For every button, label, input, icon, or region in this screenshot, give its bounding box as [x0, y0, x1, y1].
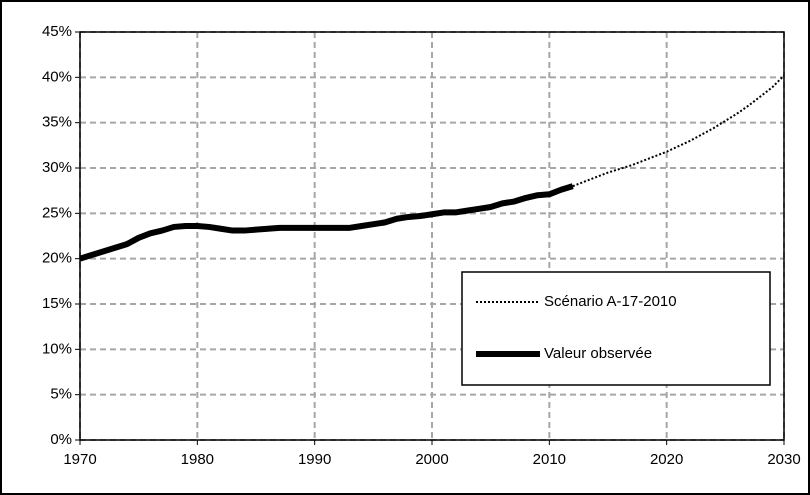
y-tick-label: 40% [42, 68, 72, 85]
y-tick-label: 15% [42, 295, 72, 312]
y-tick-label: 20% [42, 250, 72, 267]
plot-border [79, 31, 785, 441]
x-tick-label: 1970 [63, 451, 96, 468]
x-tick-label: 2020 [650, 451, 683, 468]
y-tick-label: 35% [42, 114, 72, 131]
x-tick-label: 1990 [298, 451, 331, 468]
y-tick-label: 0% [50, 431, 72, 448]
x-tick-label: 1980 [181, 451, 214, 468]
y-tick-label: 45% [42, 23, 72, 40]
y-tick-label: 25% [42, 204, 72, 221]
x-tick-label: 2030 [767, 451, 800, 468]
x-tick-label: 2000 [415, 451, 448, 468]
x-tick-label: 2010 [533, 451, 566, 468]
series-line [79, 183, 574, 262]
y-tick-label: 10% [42, 340, 72, 357]
legend-label: Scénario A-17-2010 [544, 293, 677, 310]
legend-box [461, 271, 771, 386]
legend-label: Valeur observée [544, 345, 652, 362]
series-line [572, 74, 785, 188]
y-tick-label: 30% [42, 159, 72, 176]
y-tick-label: 5% [50, 386, 72, 403]
